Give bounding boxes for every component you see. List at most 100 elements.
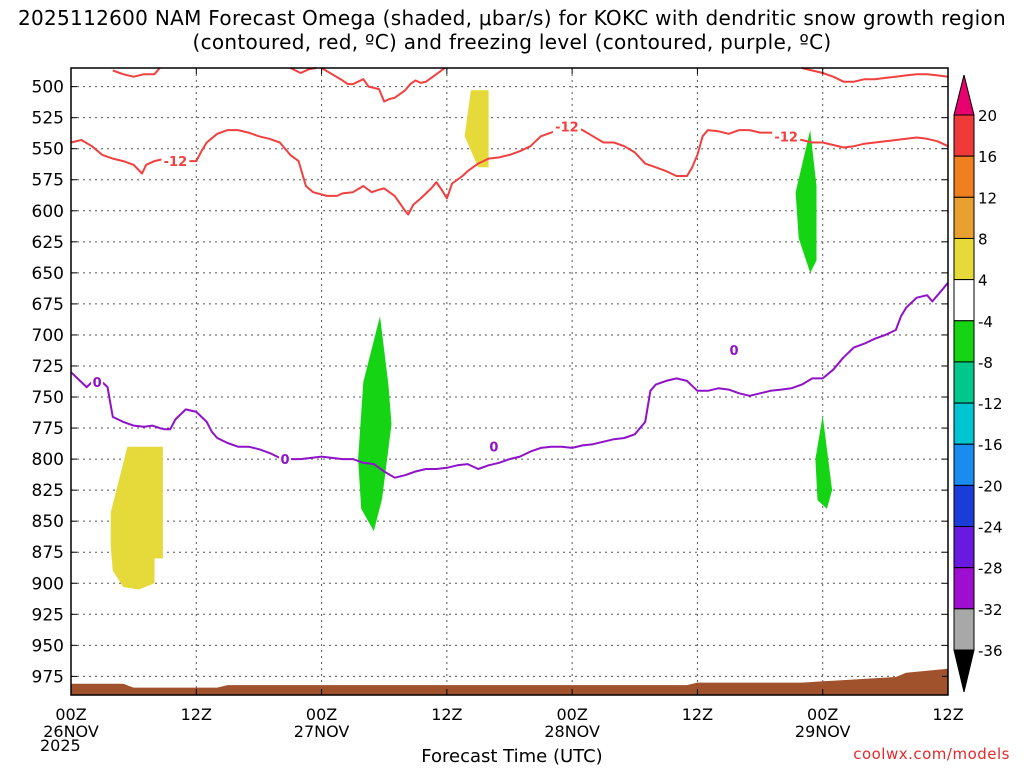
fz-label-bg <box>487 438 500 454</box>
colorbar-label: -24 <box>978 519 1003 537</box>
freezing-level-line <box>70 282 949 479</box>
freezing-level-label: 0 <box>93 376 102 391</box>
freezing-level-label: 0 <box>729 344 738 359</box>
terrain <box>71 668 948 695</box>
colorbar-bin <box>953 196 975 239</box>
x-year-label: 2025 <box>40 736 81 755</box>
colorbar-bin <box>953 155 975 198</box>
freezing-level-contour: 0 0 0 0 <box>70 282 949 479</box>
y-tick-labels: 500 525 550 575 600 625 650 675 700 725 750 775 800 8… <box>32 78 64 688</box>
colorbar: 20 16 12 8 4 -4 -8 -12 -16 -20 -24 -28 -32 -36 <box>953 74 1003 693</box>
colorbar-label: 8 <box>978 230 988 248</box>
colorbar-arrow-top <box>953 74 975 116</box>
freezing-level-label: 0 <box>281 453 290 468</box>
colorbar-label: 4 <box>978 272 988 290</box>
y-tick-label: 900 <box>32 574 64 594</box>
y-tick-label: 575 <box>32 171 64 191</box>
colorbar-bin <box>953 279 975 322</box>
dgz-contour-label: -12 <box>164 155 188 170</box>
y-tick-label: 500 <box>32 78 64 98</box>
dgz-contour-label: -12 <box>774 130 798 145</box>
colorbar-label: 20 <box>978 107 997 125</box>
colorbar-bin <box>953 608 975 651</box>
y-tick-label: 675 <box>32 295 64 315</box>
y-tick-label: 700 <box>32 326 64 346</box>
y-tick-label: 750 <box>32 388 64 408</box>
y-tick-label: 625 <box>32 233 64 253</box>
omega-shading <box>110 90 833 590</box>
dgz-label-bg <box>552 118 581 134</box>
y-tick-label: 725 <box>32 357 64 377</box>
fz-label-bg <box>727 341 740 357</box>
x-axis-title: Forecast Time (UTC) <box>421 746 603 767</box>
y-tick-label: 800 <box>32 450 64 470</box>
dgz-label-bg <box>772 128 801 144</box>
colorbar-label: -8 <box>978 354 993 372</box>
x-date-label: 29NOV <box>795 722 851 741</box>
x-tick-label: 00Z <box>807 705 838 724</box>
chart-title: 2025112600 NAM Forecast Omega (shaded, μ… <box>17 6 1007 54</box>
colorbar-label: -36 <box>978 642 1003 660</box>
x-tick-label: 00Z <box>55 705 86 724</box>
colorbar-bin <box>953 567 975 610</box>
y-tick-label: 975 <box>32 667 64 687</box>
colorbar-bin <box>953 402 975 445</box>
colorbar-bin <box>953 114 975 157</box>
colorbar-label: -12 <box>978 395 1003 413</box>
y-tick-label: 950 <box>32 636 64 656</box>
colorbar-label: 12 <box>978 189 997 207</box>
colorbar-label: 16 <box>978 148 997 166</box>
x-tick-label: 12Z <box>431 705 462 724</box>
dgz-label-bg <box>161 153 190 169</box>
x-date-label: 27NOV <box>294 722 350 741</box>
y-tick-label: 525 <box>32 109 64 129</box>
colorbar-label: -20 <box>978 477 1003 495</box>
plot-frame <box>70 67 949 696</box>
terrain-fill <box>71 668 948 695</box>
omega-region-yellow <box>464 90 489 168</box>
fz-label-bg <box>91 374 104 390</box>
colorbar-bin <box>953 484 975 528</box>
dgz-contour: -12 -12 -12 <box>70 67 949 216</box>
colorbar-label: -32 <box>978 601 1003 619</box>
omega-region-green <box>358 316 392 532</box>
colorbar-bin <box>953 526 975 569</box>
x-tick-label: 00Z <box>556 705 587 724</box>
colorbar-arrow-bottom <box>953 649 975 693</box>
colorbar-label: -28 <box>978 560 1003 578</box>
y-tick-label: 650 <box>32 264 64 284</box>
omega-region-green <box>815 415 833 509</box>
dgz-contour-label: -12 <box>555 120 579 135</box>
colorbar-bin <box>953 443 975 486</box>
colorbar-bin <box>953 320 975 363</box>
axes <box>70 67 949 696</box>
x-tick-label: 12Z <box>682 705 713 724</box>
dgz-line-top <box>112 67 161 78</box>
x-tick-label: 12Z <box>181 705 212 724</box>
y-tick-label: 850 <box>32 512 64 532</box>
colorbar-bin <box>953 361 975 404</box>
y-tick-label: 875 <box>32 543 64 563</box>
x-date-label: 28NOV <box>544 722 600 741</box>
y-tick-label: 600 <box>32 202 64 222</box>
omega-region-green <box>795 130 817 273</box>
x-tick-label: 12Z <box>932 705 963 724</box>
colorbar-label: -4 <box>978 313 993 331</box>
y-tick-label: 825 <box>32 481 64 501</box>
omega-region-yellow <box>110 446 163 590</box>
y-tick-label: 775 <box>32 419 64 439</box>
x-tick-label: 00Z <box>306 705 337 724</box>
dgz-line-top <box>801 67 949 83</box>
credit-link[interactable]: coolwx.com/models <box>853 745 1010 763</box>
dgz-line-top <box>321 67 446 103</box>
grid-lines <box>71 68 948 695</box>
y-tick-label: 925 <box>32 605 64 625</box>
x-date-label: 26NOV <box>43 722 99 741</box>
y-tick-label: 550 <box>32 140 64 160</box>
colorbar-label: -16 <box>978 436 1003 454</box>
fz-label-bg <box>279 451 292 467</box>
colorbar-bin <box>953 237 975 281</box>
freezing-level-label: 0 <box>489 441 498 456</box>
